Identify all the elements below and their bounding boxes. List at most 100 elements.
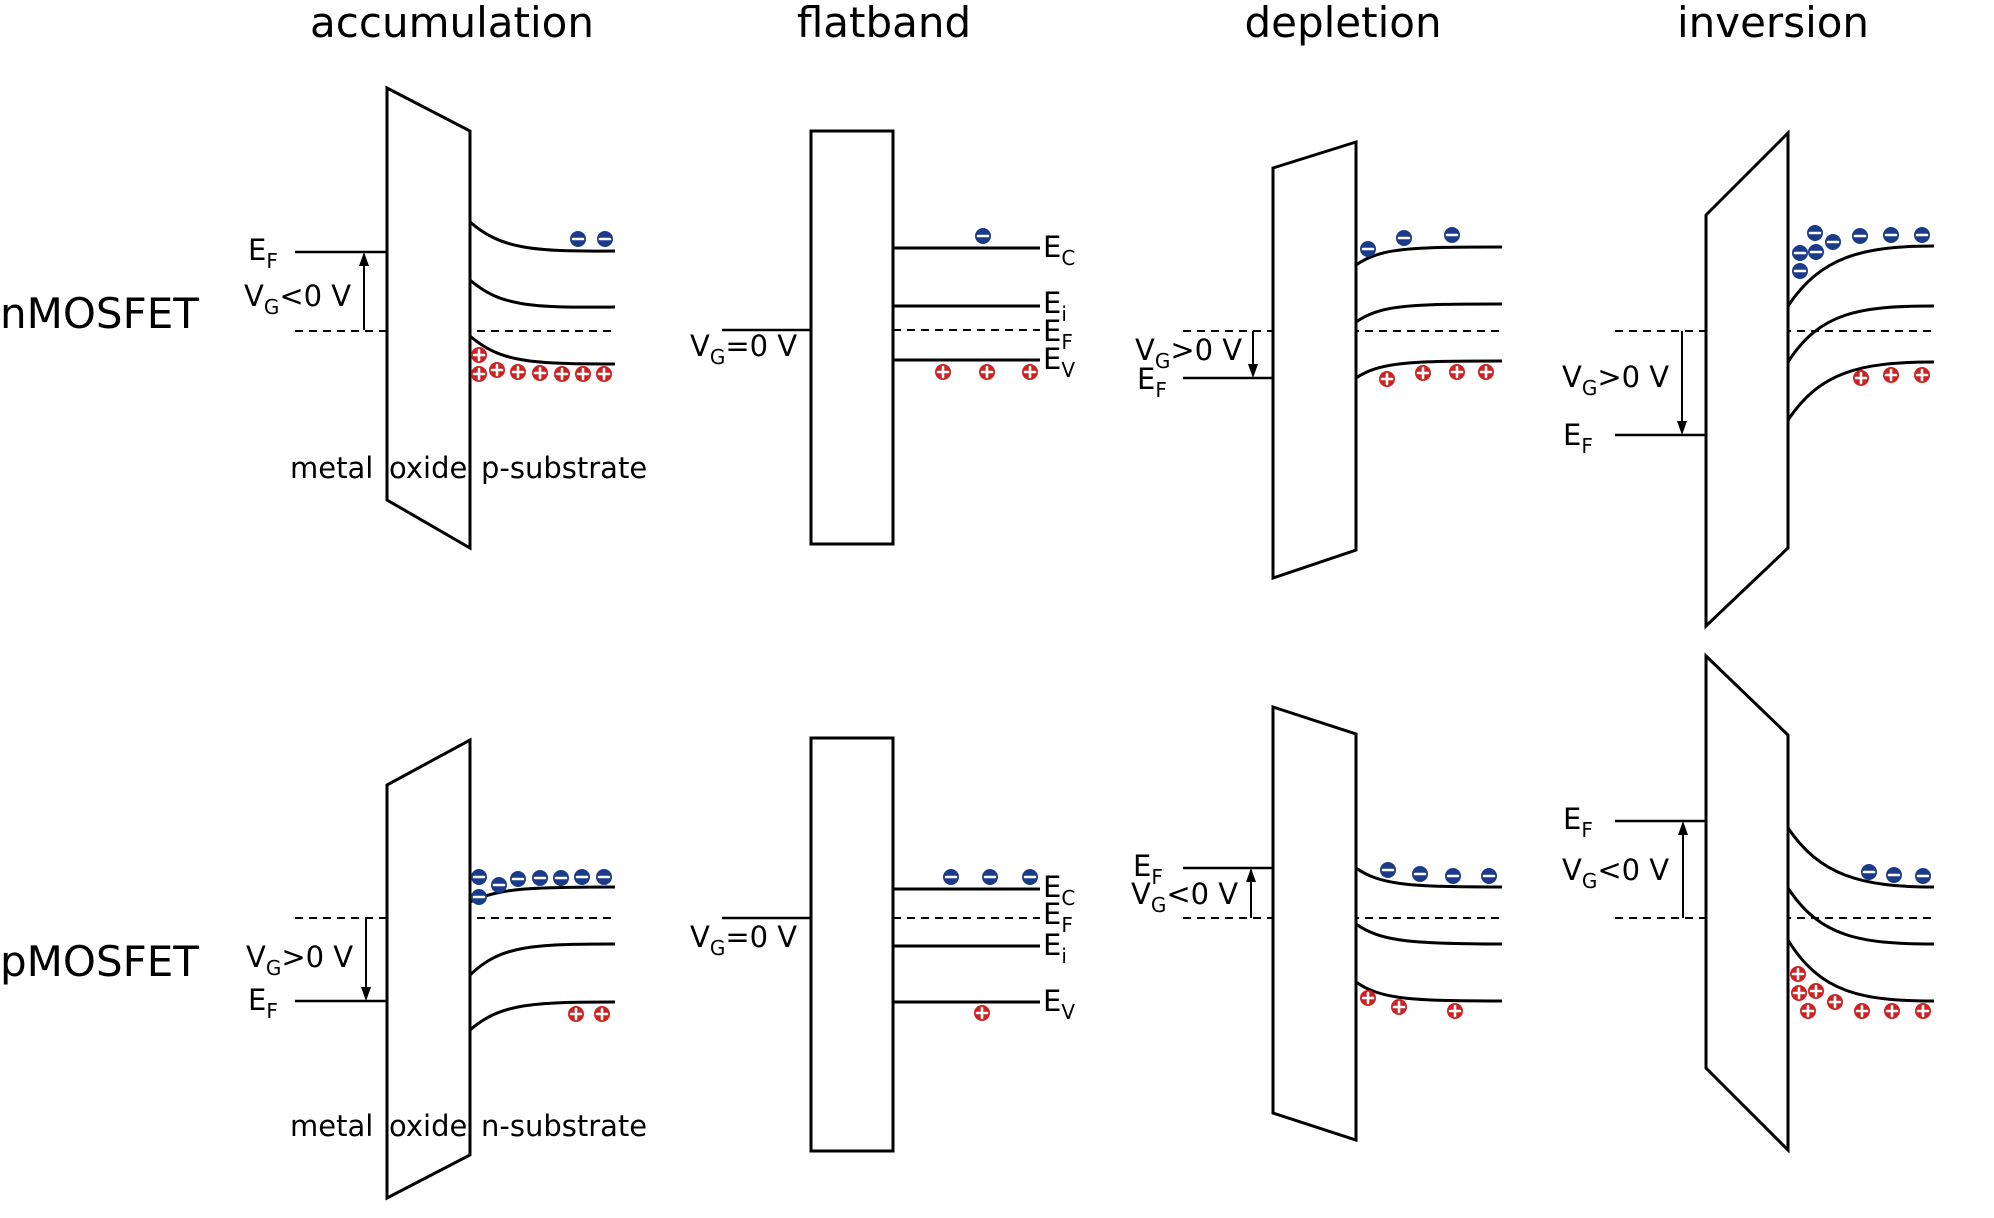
- intrinsic-level: [468, 942, 616, 977]
- electron: [1883, 227, 1899, 243]
- layer-label-metal: metal: [290, 451, 373, 485]
- ei-label: Ei: [1043, 286, 1067, 326]
- hole: [1854, 1003, 1870, 1019]
- electron: [943, 869, 959, 885]
- hole: [471, 347, 487, 363]
- hole: [1791, 985, 1807, 1001]
- vg-label: VG=0 V: [690, 329, 797, 369]
- hole: [1914, 367, 1930, 383]
- conduction-band: [1355, 245, 1503, 267]
- ef-label: EF: [1563, 418, 1593, 458]
- electron: [1022, 869, 1038, 885]
- hole: [554, 366, 570, 382]
- hole: [532, 365, 548, 381]
- pmos-flatband-diagram: VG=0 V EC EF Ei EV: [690, 736, 1075, 1153]
- layer-label-p-substrate: p-substrate: [481, 451, 647, 485]
- electron: [1808, 244, 1824, 260]
- vg-label: VG<0 V: [1562, 853, 1669, 893]
- electron: [532, 870, 548, 886]
- ef-label: EF: [248, 983, 278, 1023]
- ef-label: EF: [1137, 362, 1167, 402]
- electron: [1825, 234, 1841, 250]
- hole: [979, 364, 995, 380]
- voltage-arrowhead: [1248, 364, 1258, 378]
- pmos-inversion-diagram: EF VG<0 V: [1562, 652, 1935, 1154]
- hole: [510, 364, 526, 380]
- voltage-arrowhead: [1678, 821, 1688, 835]
- conduction-band: [469, 220, 616, 253]
- oxide-layer: [809, 129, 895, 546]
- hole: [489, 362, 505, 378]
- valence-band: [1355, 359, 1503, 380]
- electron: [570, 231, 586, 247]
- nmos-flatband-diagram: VG=0 V EC Ei EF EV: [690, 129, 1075, 546]
- intrinsic-level: [469, 278, 616, 309]
- conduction-band: [469, 885, 616, 904]
- electron: [1380, 862, 1396, 878]
- conduction-band: [1786, 244, 1935, 307]
- electron: [982, 869, 998, 885]
- valence-band: [469, 334, 616, 366]
- hole: [1883, 367, 1899, 383]
- electron: [1886, 867, 1902, 883]
- hole: [1790, 966, 1806, 982]
- hole: [596, 366, 612, 382]
- electron: [1360, 241, 1376, 257]
- electron: [1807, 225, 1823, 241]
- ef-label: EF: [1133, 849, 1163, 889]
- header-inversion: inversion: [1677, 0, 1869, 47]
- electron: [1445, 868, 1461, 884]
- hole: [1360, 990, 1376, 1006]
- ev-label: EV: [1043, 342, 1075, 382]
- electron: [975, 228, 991, 244]
- hole: [1447, 1003, 1463, 1019]
- intrinsic-level: [1355, 922, 1503, 946]
- intrinsic-level: [1355, 302, 1503, 324]
- header-depletion: depletion: [1244, 0, 1441, 47]
- ec-label: EC: [1043, 870, 1075, 910]
- conduction-band: [1786, 827, 1935, 889]
- hole: [974, 1005, 990, 1021]
- hole: [1478, 364, 1494, 380]
- intrinsic-level: [1786, 887, 1935, 946]
- intrinsic-level: [1786, 304, 1935, 363]
- layer-label-oxide: oxide: [389, 1109, 467, 1143]
- electron: [1481, 868, 1497, 884]
- hole: [594, 1006, 610, 1022]
- nmos-inversion-diagram: VG>0 V EF: [1562, 129, 1935, 630]
- vg-label: VG>0 V: [1135, 333, 1242, 373]
- vg-label: VG>0 V: [246, 940, 353, 980]
- electron: [574, 869, 590, 885]
- oxide-layer: [385, 737, 472, 1201]
- hole: [1391, 999, 1407, 1015]
- electron: [510, 871, 526, 887]
- row-label-nmosfet: nMOSFET: [0, 289, 199, 338]
- hole: [1884, 1003, 1900, 1019]
- ei-label: Ei: [1043, 928, 1067, 968]
- electron: [1861, 864, 1877, 880]
- ef-label: EF: [1563, 802, 1593, 842]
- vg-label: VG<0 V: [244, 279, 351, 319]
- ef-label: EF: [1043, 897, 1073, 937]
- ec-label: EC: [1043, 230, 1075, 270]
- oxide-layer: [1271, 139, 1358, 581]
- oxide-layer: [1704, 129, 1790, 630]
- hole: [935, 364, 951, 380]
- electron: [491, 877, 507, 893]
- vg-label: VG=0 V: [690, 920, 797, 960]
- valence-band: [1355, 980, 1503, 1003]
- header-flatband: flatband: [797, 0, 971, 47]
- electron: [1792, 245, 1808, 261]
- electron: [597, 231, 613, 247]
- electron: [1792, 263, 1808, 279]
- row-label-pmosfet: pMOSFET: [0, 937, 199, 986]
- hole: [1022, 364, 1038, 380]
- vg-label: VG<0 V: [1131, 877, 1238, 917]
- electron: [471, 869, 487, 885]
- electron: [553, 870, 569, 886]
- nmos-accumulation-diagram: EF VG<0 V metal oxide p-substrate: [244, 85, 647, 551]
- hole: [575, 366, 591, 382]
- electron: [471, 889, 487, 905]
- vg-label: VG>0 V: [1562, 360, 1669, 400]
- oxide-layer: [1271, 704, 1358, 1143]
